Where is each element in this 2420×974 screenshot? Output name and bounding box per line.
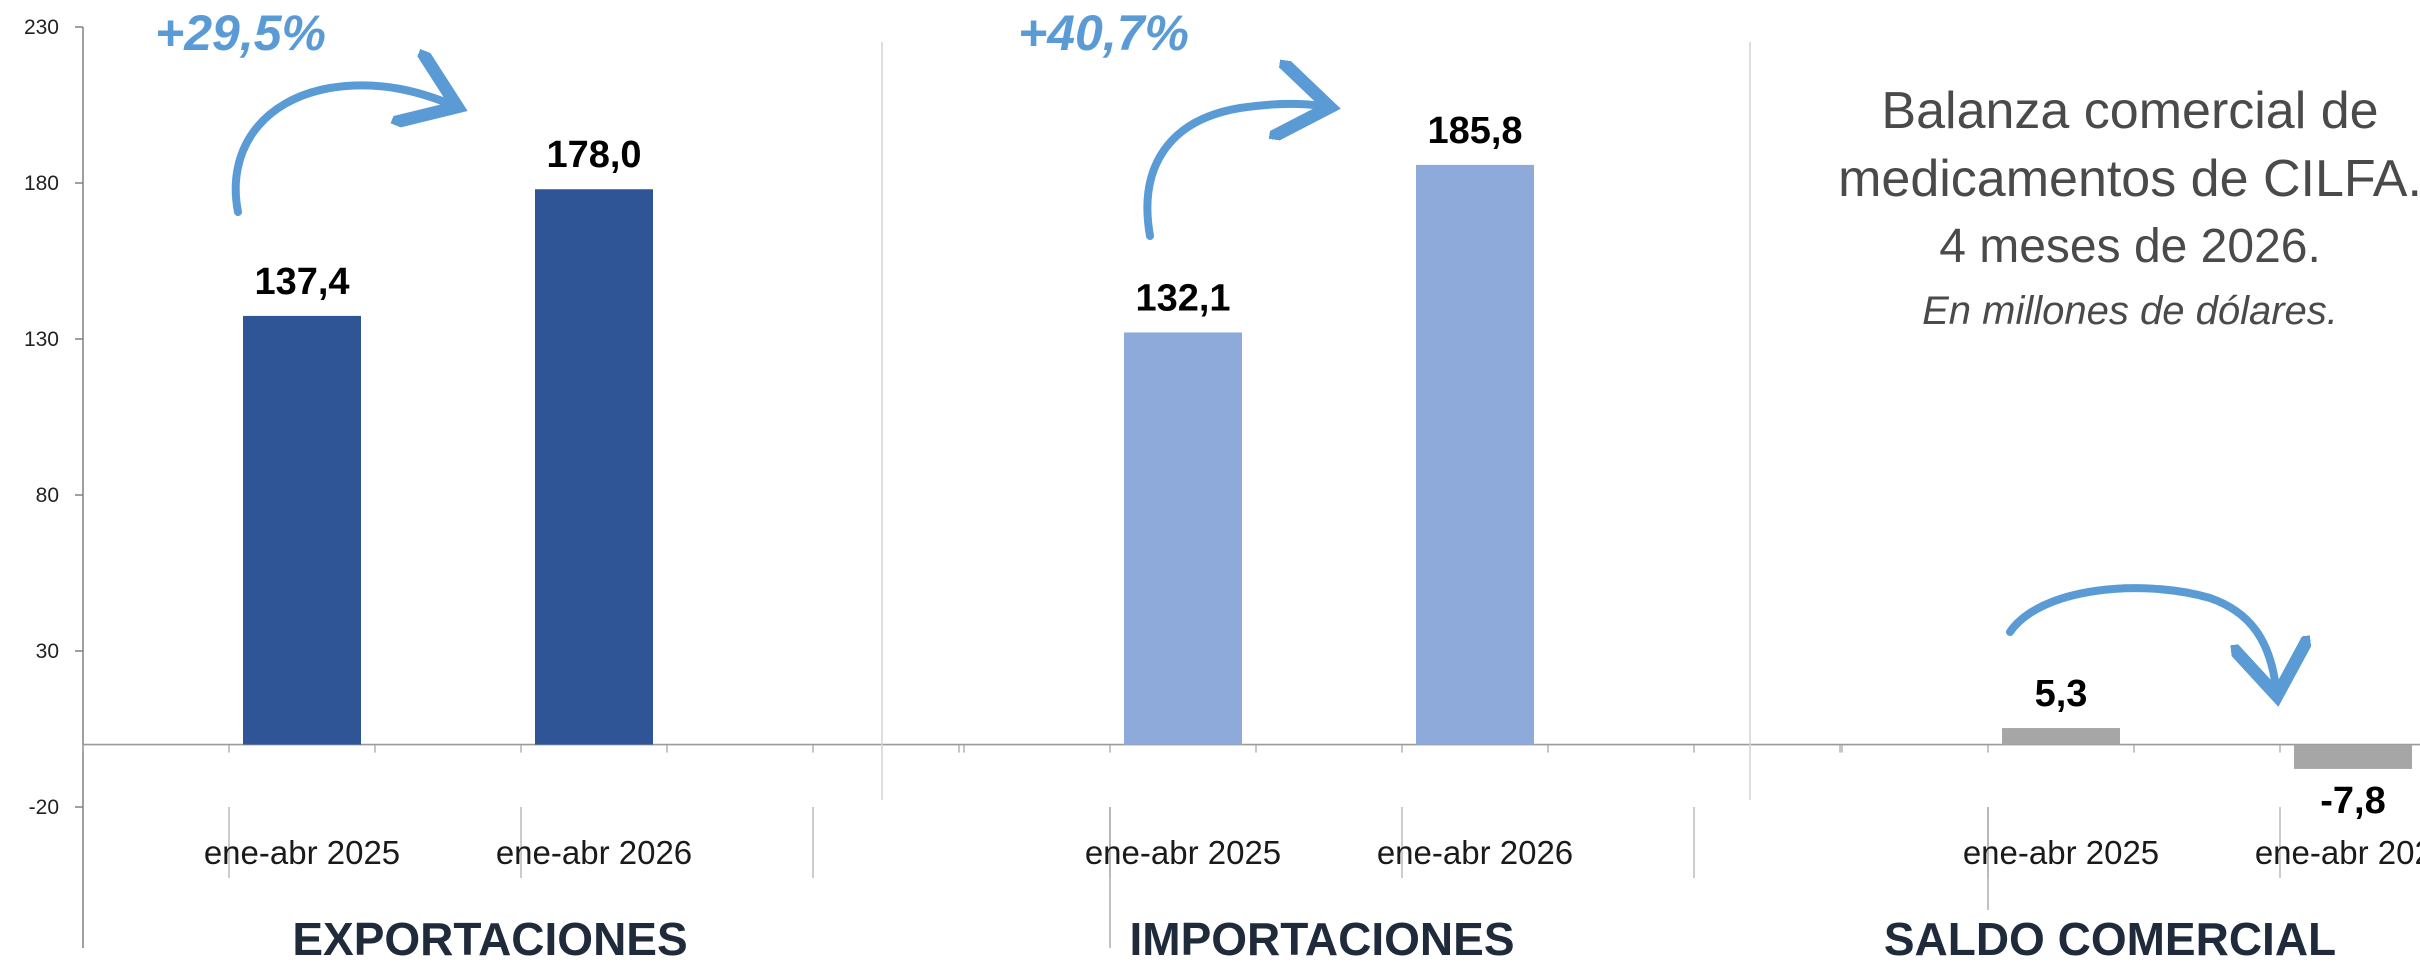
y-tick-label: 30 (36, 640, 59, 663)
bar-importaciones-0 (1124, 332, 1242, 745)
x-category-label: ene-abr 2025 (1085, 834, 1281, 871)
x-category-label: ene-abr 2026 (2255, 834, 2420, 871)
bar-importaciones-1 (1416, 164, 1534, 745)
group-label: EXPORTACIONES (292, 913, 687, 965)
trend-arrow (231, 85, 450, 216)
axes-layer: -20 30 80 130 180 230 (24, 16, 2420, 948)
y-tick-label: 130 (24, 328, 59, 351)
x-category-label: ene-abr 2025 (204, 834, 400, 871)
x-category-label: ene-abr 2026 (496, 834, 692, 871)
data-label: 185,8 (1427, 110, 1522, 152)
x-category-label: ene-abr 2025 (1963, 834, 2159, 871)
group-label: IMPORTACIONES (1129, 913, 1514, 965)
group-label: SALDO COMERCIAL (1884, 913, 2336, 965)
trend-arrow (1143, 104, 1322, 240)
chart-title-line-2: medicamentos de CILFA. (1838, 150, 2420, 208)
bar-saldo-comercial-1 (2294, 744, 2412, 769)
trend-arrow (2006, 584, 2276, 688)
x-category-label: ene-abr 2026 (1377, 834, 1573, 871)
arrows-layer (231, 85, 2276, 688)
bar-saldo-comercial-0 (2002, 728, 2120, 745)
chart-units-note: En millones de dólares. (1922, 289, 2338, 333)
data-label: 137,4 (254, 261, 349, 303)
bar-exportaciones-1 (535, 189, 653, 745)
growth-label: +40,7% (1018, 5, 1189, 61)
data-label: 178,0 (546, 134, 641, 176)
chart-title-block: Balanza comercial de medicamentos de CIL… (1838, 82, 2420, 333)
chart-subtitle: 4 meses de 2026. (1939, 220, 2321, 273)
data-label: 132,1 (1135, 277, 1230, 319)
y-tick-label: -20 (29, 796, 59, 819)
growth-label: +29,5% (155, 5, 326, 61)
data-label: -7,8 (2320, 780, 2385, 822)
data-label: 5,3 (2035, 673, 2088, 715)
y-tick-label: 230 (24, 16, 59, 39)
y-tick-label: 180 (24, 172, 59, 195)
bars-layer (243, 164, 2412, 769)
chart-title-line-1: Balanza comercial de (1881, 82, 2378, 140)
bar-exportaciones-0 (243, 315, 361, 745)
y-tick-label: 80 (36, 484, 59, 507)
labels-layer: 137,4 ene-abr 2025 178,0 ene-abr 2026 EXPORT… (155, 5, 2420, 965)
